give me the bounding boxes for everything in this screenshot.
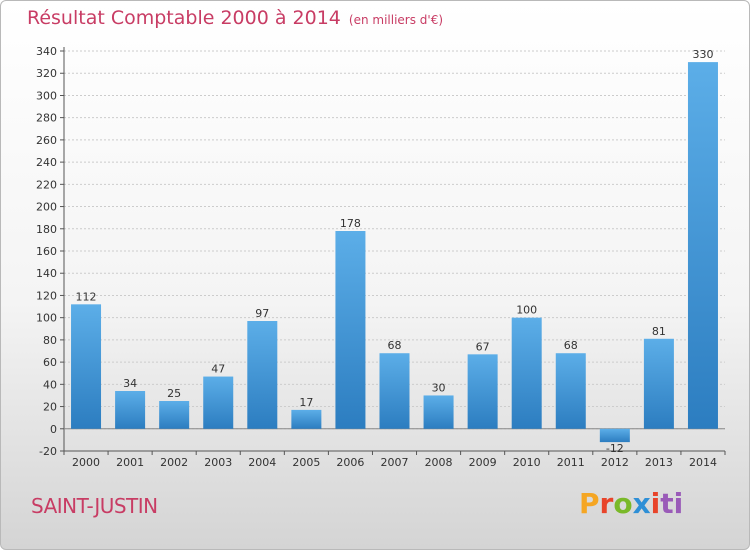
x-tick-label: 2013 [645,456,673,469]
data-label: 68 [564,339,578,352]
bar [379,353,410,429]
bar [467,354,498,429]
bar [555,353,586,429]
y-tick-label: 340 [36,45,57,58]
bar [115,391,146,429]
logo-letter: o [613,487,633,520]
bar [423,395,454,429]
data-label: -12 [606,442,624,455]
x-tick-label: 2005 [292,456,320,469]
data-label: 97 [255,307,269,320]
data-label: 47 [211,363,225,376]
y-tick-label: 120 [36,289,57,302]
y-tick-label: 100 [36,312,57,325]
y-tick-label: 200 [36,201,57,214]
axes: -20 0 20 40 60 80 100 120 140 160 180 200 220 240 260 2… [36,45,726,469]
bar [71,304,102,429]
data-label: 178 [340,217,361,230]
x-tick-label: 2009 [469,456,497,469]
y-tick-label: -20 [39,445,57,458]
data-label: 330 [692,48,713,61]
y-tick-label: 80 [43,334,57,347]
data-labels: 112 34 25 47 97 17 178 68 30 67 100 68 -12 81 330 [76,48,714,455]
x-tick-label: 2012 [601,456,629,469]
y-tick-label: 140 [36,267,57,280]
y-tick-label: 160 [36,245,57,258]
x-tick-label: 2004 [248,456,276,469]
logo-letter: ti [660,487,684,520]
town-name: SAINT-JUSTIN [31,494,158,518]
chart-title: Résultat Comptable 2000 à 2014 (en millie… [27,7,443,29]
y-tick-label: 0 [50,423,57,436]
data-label: 67 [476,340,490,353]
x-tick-label: 2014 [689,456,717,469]
y-tick-label: 180 [36,223,57,236]
x-tick-label: 2010 [513,456,541,469]
x-tick-label: 2002 [160,456,188,469]
data-label: 34 [123,377,137,390]
y-tick-label: 260 [36,134,57,147]
data-label: 25 [167,387,181,400]
x-tick-label: 2007 [381,456,409,469]
y-tick-label: 280 [36,112,57,125]
logo-letter: r [599,487,614,520]
x-tick-label: 2003 [204,456,232,469]
y-tick-label: 320 [36,67,57,80]
x-tick-label: 2008 [425,456,453,469]
bar [335,231,366,429]
x-tick-label: 2006 [336,456,364,469]
chart-title-text: Résultat Comptable 2000 à 2014 [27,7,341,29]
logo-letter: i [650,487,661,520]
bar [511,317,542,429]
data-label: 17 [299,396,313,409]
data-label: 81 [652,325,666,338]
y-tick-label: 60 [43,356,57,369]
x-tick-label: 2000 [72,456,100,469]
y-tick-label: 40 [43,378,57,391]
logo-letter: x [632,487,651,520]
y-tick-label: 220 [36,178,57,191]
data-label: 112 [76,290,97,303]
bar [203,376,234,429]
data-label: 30 [432,381,446,394]
data-label: 68 [388,339,402,352]
chart-subtitle: (en milliers d'€) [348,13,444,27]
y-tick-label: 240 [36,156,57,169]
proxiti-logo[interactable]: Proxiti [579,487,683,520]
x-tick-label: 2011 [557,456,585,469]
bar [599,428,630,443]
bar [159,401,190,429]
bar [291,409,322,429]
bar [247,321,278,429]
logo-letter: P [579,487,600,520]
x-tick-label: 2001 [116,456,144,469]
bars [71,62,718,443]
y-tick-label: 300 [36,89,57,102]
bar [687,62,718,429]
y-tick-label: 20 [43,401,57,414]
bar [643,338,674,429]
data-label: 100 [516,304,537,317]
